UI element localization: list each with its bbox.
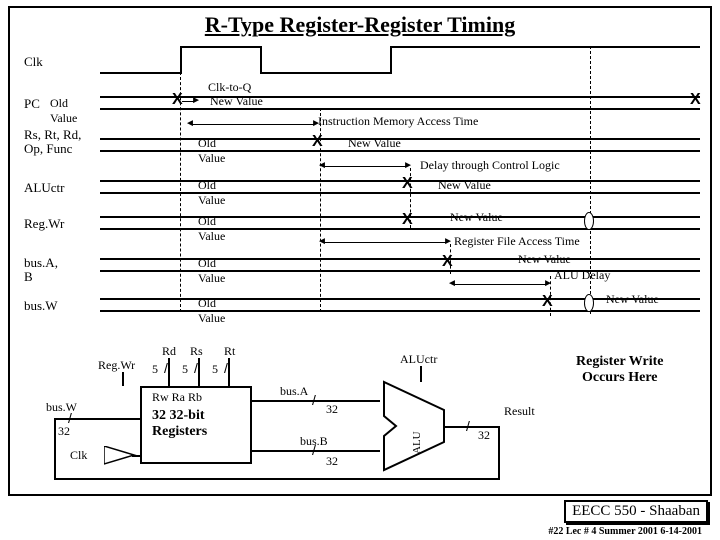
sr: / — [466, 418, 470, 434]
busA-32: 32 — [326, 402, 338, 417]
aluctr-bot — [100, 192, 700, 194]
busab-new: New Value — [518, 252, 571, 267]
pc-x: X — [172, 91, 183, 109]
regwr-x: X — [402, 211, 413, 229]
busw-x: X — [542, 293, 553, 311]
range-imem — [192, 124, 314, 125]
s1: / — [164, 360, 168, 376]
clk-edge1 — [180, 46, 182, 74]
clk-high2 — [390, 46, 700, 48]
range-ctrl — [324, 166, 406, 167]
busB-line — [252, 450, 380, 452]
aluctr-new: New Value — [438, 178, 491, 193]
pc-bot — [100, 108, 700, 110]
clk-fall1 — [260, 46, 262, 74]
dp-clk: Clk — [70, 448, 87, 463]
regwr-new: New Value — [450, 210, 503, 225]
label-imem: Instruction Memory Access Time — [318, 114, 478, 129]
arrow-clktoq — [182, 101, 194, 102]
regwr-old: Old Value — [198, 214, 225, 244]
range-alu — [454, 284, 546, 285]
label-rf: Register File Access Time — [454, 234, 580, 249]
frame: R-Type Register-Register Timing Clk Clk-… — [8, 6, 712, 496]
busB-32: 32 — [326, 454, 338, 469]
footer-course: EECC 550 - Shaaban — [564, 500, 708, 523]
busw-new: New Value — [606, 292, 659, 307]
busab-old: Old Value — [198, 256, 225, 286]
fb-v1 — [498, 426, 500, 480]
regwr-bot — [100, 228, 700, 230]
regfile-text: 32 32-bit Registers — [152, 408, 207, 440]
rw-ra-rb: Rw Ra Rb — [152, 390, 202, 405]
footer-info: #22 Lec # 4 Summer 2001 6-14-2001 — [548, 526, 702, 537]
busab-top — [100, 258, 700, 260]
dp-rs: Rs — [190, 344, 203, 359]
pc-new: New Value — [210, 94, 263, 109]
result-32: 32 — [478, 428, 490, 443]
dp-result: Result — [504, 404, 535, 419]
label-clk-to-q: Clk-to-Q — [208, 80, 251, 95]
aluctr-old: Old Value — [198, 178, 225, 208]
label-clk: Clk — [24, 54, 43, 70]
label-alu: ALU Delay — [554, 268, 610, 283]
v-rd — [168, 358, 170, 386]
busw-line — [54, 418, 140, 420]
busw-32: 32 — [58, 424, 70, 439]
v-aluctr — [420, 366, 422, 382]
label-regwr: Reg.Wr — [24, 216, 64, 232]
v-rs — [198, 358, 200, 386]
dp-rd: Rd — [162, 344, 176, 359]
busw-old: Old Value — [198, 296, 225, 326]
pc-top — [100, 96, 700, 98]
s3: / — [224, 360, 228, 376]
fb-v2 — [54, 418, 56, 480]
page-title: R-Type Register-Register Timing — [10, 12, 710, 38]
regfile-box: Rw Ra Rb 32 32-bit Registers — [140, 386, 252, 464]
clk-edge-mid — [390, 46, 392, 74]
rsrt-new: New Value — [348, 136, 401, 151]
label-busab: bus.A, B — [24, 256, 58, 285]
dp-aluctr: ALUctr — [400, 352, 437, 367]
busw-bot — [100, 310, 700, 312]
dp-busw: bus.W — [46, 400, 77, 415]
regwr-top — [100, 216, 700, 218]
busab-x: X — [442, 253, 453, 271]
v-rt — [228, 358, 230, 386]
fb-h — [54, 478, 500, 480]
five3: 5 — [212, 362, 218, 377]
rsrt-old: Old Value — [198, 136, 225, 166]
label-regwrite-here: Register Write Occurs Here — [576, 354, 663, 386]
sb: / — [312, 442, 316, 458]
clk-to-reg — [132, 455, 142, 457]
svg-text:ALU: ALU — [411, 431, 423, 454]
label-pc: PC — [24, 96, 40, 112]
five1: 5 — [152, 362, 158, 377]
clk-low2 — [260, 72, 390, 74]
alu-icon: ALU — [380, 378, 450, 474]
label-rsrt: Rs, Rt, Rd, Op, Func — [24, 128, 81, 157]
v-regwr — [122, 372, 124, 386]
pc-old: Old Value — [50, 96, 77, 126]
s2: / — [194, 360, 198, 376]
dp-regwr: Reg.Wr — [98, 358, 135, 373]
label-busw: bus.W — [24, 298, 58, 314]
pc-x2: X — [690, 91, 701, 109]
aluctr-top — [100, 180, 700, 182]
rsrt-x: X — [312, 133, 323, 151]
label-aluctr: ALUctr — [24, 180, 64, 196]
clk-low1 — [100, 72, 180, 74]
five2: 5 — [182, 362, 188, 377]
dp-rt: Rt — [224, 344, 235, 359]
aluctr-x: X — [402, 175, 413, 193]
busw-oval — [584, 294, 594, 312]
busA-line — [252, 400, 380, 402]
label-ctrl: Delay through Control Logic — [420, 158, 560, 173]
dp-busA: bus.A — [280, 384, 308, 399]
regwr-oval — [584, 212, 594, 230]
sa: / — [312, 392, 316, 408]
range-rf — [324, 242, 446, 243]
clk-high1 — [180, 46, 260, 48]
